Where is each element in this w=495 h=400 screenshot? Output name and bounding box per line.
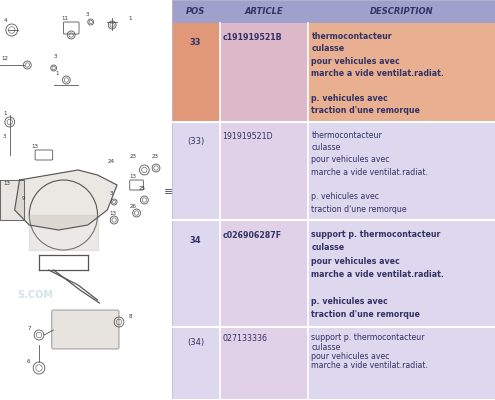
Bar	[172, 220, 220, 327]
Text: traction d'une remorque: traction d'une remorque	[311, 310, 420, 319]
Text: thermocontacteur: thermocontacteur	[311, 32, 392, 41]
Text: support p. thermocontacteur: support p. thermocontacteur	[311, 230, 441, 239]
Text: 027133336: 027133336	[222, 334, 267, 343]
Bar	[307, 327, 495, 400]
Text: pour vehicules avec: pour vehicules avec	[311, 352, 390, 361]
Text: 1: 1	[55, 71, 59, 76]
Text: traction d'une remorque: traction d'une remorque	[311, 204, 407, 214]
Bar	[172, 327, 220, 400]
Bar	[220, 23, 307, 122]
Text: 13: 13	[109, 211, 116, 216]
Text: 3: 3	[109, 191, 113, 196]
Text: p. vehicules avec: p. vehicules avec	[311, 192, 379, 201]
Text: thermocontacteur: thermocontacteur	[311, 131, 382, 140]
FancyBboxPatch shape	[51, 310, 119, 349]
Text: 13: 13	[3, 181, 10, 186]
Text: S.COM: S.COM	[17, 290, 53, 300]
Text: 4: 4	[4, 18, 7, 23]
Text: culasse: culasse	[311, 44, 345, 53]
Polygon shape	[15, 170, 117, 230]
Text: 1: 1	[129, 16, 132, 21]
Text: culasse: culasse	[311, 343, 341, 352]
Text: pour vehicules avec: pour vehicules avec	[311, 155, 390, 164]
Text: marche a vide ventilat.radiat.: marche a vide ventilat.radiat.	[311, 361, 428, 370]
Bar	[220, 327, 307, 400]
Text: DESCRIPTION: DESCRIPTION	[369, 7, 433, 16]
Text: marche a vide ventilat.radiat.: marche a vide ventilat.radiat.	[311, 168, 428, 177]
Polygon shape	[29, 215, 98, 250]
Text: 24: 24	[107, 159, 114, 164]
Text: p. vehicules avec: p. vehicules avec	[311, 94, 388, 103]
Text: 3: 3	[3, 134, 6, 139]
Text: 3: 3	[86, 12, 89, 17]
Text: 6: 6	[26, 359, 30, 364]
Text: 26: 26	[130, 204, 137, 209]
Text: 7: 7	[27, 326, 31, 331]
Text: ≡: ≡	[164, 187, 173, 197]
Text: 23: 23	[151, 154, 158, 159]
Text: pour vehicules avec: pour vehicules avec	[311, 57, 400, 66]
Text: 25: 25	[139, 186, 146, 191]
Bar	[172, 23, 220, 122]
Text: 23: 23	[130, 154, 137, 159]
Text: support p. thermocontacteur: support p. thermocontacteur	[311, 334, 425, 342]
Text: c191919521B: c191919521B	[222, 33, 282, 42]
Bar	[307, 122, 495, 220]
Text: 191919521D: 191919521D	[222, 132, 273, 141]
Text: (34): (34)	[187, 338, 204, 347]
Text: p. vehicules avec: p. vehicules avec	[311, 296, 388, 306]
Text: marche a vide ventilat.radiat.: marche a vide ventilat.radiat.	[311, 69, 445, 78]
Text: c026906287F: c026906287F	[222, 231, 281, 240]
Bar	[220, 122, 307, 220]
Bar	[220, 220, 307, 327]
Text: culasse: culasse	[311, 143, 341, 152]
Text: 33: 33	[190, 38, 201, 47]
Text: traction d'une remorque: traction d'une remorque	[311, 106, 420, 115]
Text: 34: 34	[190, 236, 201, 245]
Text: (33): (33)	[187, 136, 204, 146]
Text: 3: 3	[53, 54, 57, 59]
Text: 11: 11	[61, 16, 68, 21]
Bar	[172, 0, 495, 23]
Text: 1: 1	[3, 111, 6, 116]
Text: pour vehicules avec: pour vehicules avec	[311, 256, 400, 266]
Text: POS: POS	[186, 7, 205, 16]
Text: 13: 13	[31, 144, 38, 149]
Text: 8: 8	[129, 314, 132, 319]
Bar	[307, 220, 495, 327]
Text: marche a vide ventilat.radiat.: marche a vide ventilat.radiat.	[311, 270, 445, 279]
Bar	[172, 122, 220, 220]
Text: culasse: culasse	[311, 243, 345, 252]
Text: 9: 9	[21, 196, 25, 201]
Polygon shape	[0, 180, 24, 220]
Text: 12: 12	[1, 56, 8, 61]
Text: ARTICLE: ARTICLE	[244, 7, 283, 16]
Bar	[307, 23, 495, 122]
Text: 13: 13	[130, 174, 137, 179]
